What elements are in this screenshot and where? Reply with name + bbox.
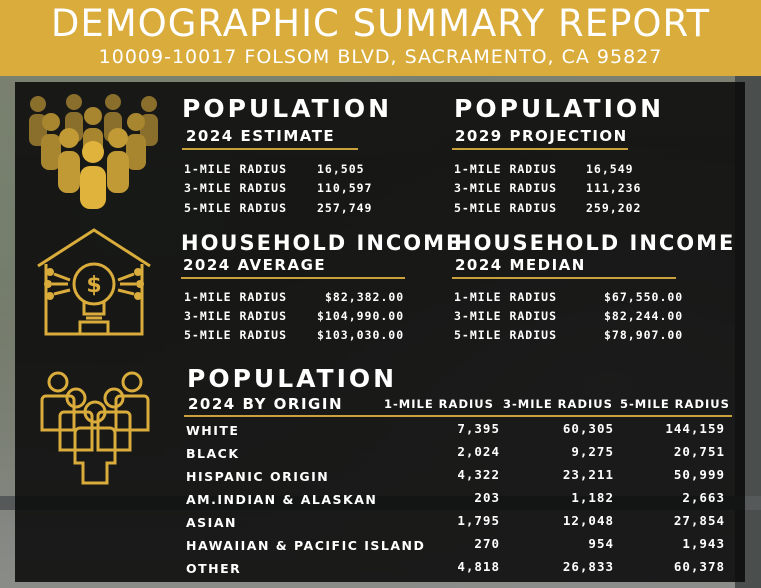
list-item-label: 3-MILE RADIUS [184, 181, 288, 195]
income-median-title: HOUSEHOLD INCOME [454, 231, 736, 255]
divider [184, 415, 732, 417]
list-item-value: 111,236 [586, 181, 642, 195]
list-item-label: 1-MILE RADIUS [454, 162, 558, 176]
cell-1-mile: 203 [474, 490, 500, 505]
report-title: DEMOGRAPHIC SUMMARY REPORT [50, 2, 711, 45]
list-item-value: 259,202 [586, 201, 642, 215]
cell-1-mile: 4,818 [457, 559, 500, 574]
cell-3-mile: 954 [588, 536, 614, 551]
column-header-1-mile: 1-MILE RADIUS [384, 397, 494, 411]
cell-5-mile: 27,854 [673, 513, 725, 528]
column-header-3-mile: 3-MILE RADIUS [503, 397, 613, 411]
cell-1-mile: 7,395 [457, 421, 500, 436]
list-item-label: 1-MILE RADIUS [184, 162, 288, 176]
cell-3-mile: 9,275 [571, 444, 614, 459]
cell-3-mile: 12,048 [562, 513, 614, 528]
row-label: HAWAIIAN & PACIFIC ISLAND [186, 538, 426, 553]
house-lightbulb-dollar-icon: $ [37, 228, 151, 336]
list-item-label: 5-MILE RADIUS [184, 328, 288, 342]
property-address: 10009-10017 FOLSOM BLVD, SACRAMENTO, CA … [98, 46, 663, 68]
income-average-title: HOUSEHOLD INCOME [181, 231, 463, 255]
list-item-value: 16,505 [317, 162, 365, 176]
cell-3-mile: 1,182 [571, 490, 614, 505]
list-item-value: $82,382.00 [325, 290, 405, 304]
group-people-outline-icon [40, 371, 150, 485]
row-label: HISPANIC ORIGIN [186, 469, 330, 484]
list-item-value: $104,990.00 [317, 309, 405, 323]
cell-5-mile: 144,159 [665, 421, 725, 436]
cell-5-mile: 1,943 [682, 536, 725, 551]
cell-3-mile: 23,211 [562, 467, 614, 482]
cell-3-mile: 26,833 [562, 559, 614, 574]
people-crowd-icon [29, 94, 158, 209]
cell-1-mile: 2,024 [457, 444, 500, 459]
cell-1-mile: 270 [474, 536, 500, 551]
row-label: BLACK [186, 446, 240, 461]
list-item-label: 3-MILE RADIUS [184, 309, 288, 323]
population-2024-title: POPULATION [182, 94, 393, 123]
divider [452, 148, 628, 150]
cell-1-mile: 4,322 [457, 467, 500, 482]
row-label: ASIAN [186, 515, 237, 530]
income-median-subtitle: 2024 MEDIAN [455, 256, 586, 274]
list-item-label: 5-MILE RADIUS [454, 201, 558, 215]
list-item-label: 3-MILE RADIUS [454, 181, 558, 195]
cell-5-mile: 2,663 [682, 490, 725, 505]
svg-text:$: $ [86, 273, 101, 298]
cell-5-mile: 60,378 [673, 559, 725, 574]
list-item-value: 16,549 [586, 162, 634, 176]
row-label: OTHER [186, 561, 242, 576]
row-label: WHITE [186, 423, 240, 438]
list-item-label: 5-MILE RADIUS [454, 328, 558, 342]
list-item-value: 257,749 [317, 201, 373, 215]
cell-5-mile: 50,999 [673, 467, 725, 482]
list-item-label: 3-MILE RADIUS [454, 309, 558, 323]
list-item-label: 1-MILE RADIUS [454, 290, 558, 304]
list-item-value: $67,550.00 [604, 290, 684, 304]
population-2024-subtitle: 2024 ESTIMATE [186, 127, 336, 145]
income-average-subtitle: 2024 AVERAGE [183, 256, 327, 274]
report-header: DEMOGRAPHIC SUMMARY REPORT 10009-10017 F… [0, 0, 761, 76]
origin-title: POPULATION [187, 364, 398, 393]
list-item-value: $82,244.00 [604, 309, 684, 323]
row-label: AM.INDIAN & ALASKAN [186, 492, 378, 507]
list-item-label: 1-MILE RADIUS [184, 290, 288, 304]
cell-1-mile: 1,795 [457, 513, 500, 528]
list-item-value: 110,597 [317, 181, 373, 195]
origin-subtitle: 2024 BY ORIGIN [188, 395, 343, 413]
list-item-label: 5-MILE RADIUS [184, 201, 288, 215]
divider [182, 148, 358, 150]
column-header-5-mile: 5-MILE RADIUS [620, 397, 730, 411]
divider [181, 277, 405, 279]
cell-5-mile: 20,751 [673, 444, 725, 459]
population-2029-title: POPULATION [454, 94, 665, 123]
divider [452, 277, 676, 279]
list-item-value: $78,907.00 [604, 328, 684, 342]
list-item-value: $103,030.00 [317, 328, 405, 342]
population-2029-subtitle: 2029 PROJECTION [455, 127, 628, 145]
cell-3-mile: 60,305 [562, 421, 614, 436]
